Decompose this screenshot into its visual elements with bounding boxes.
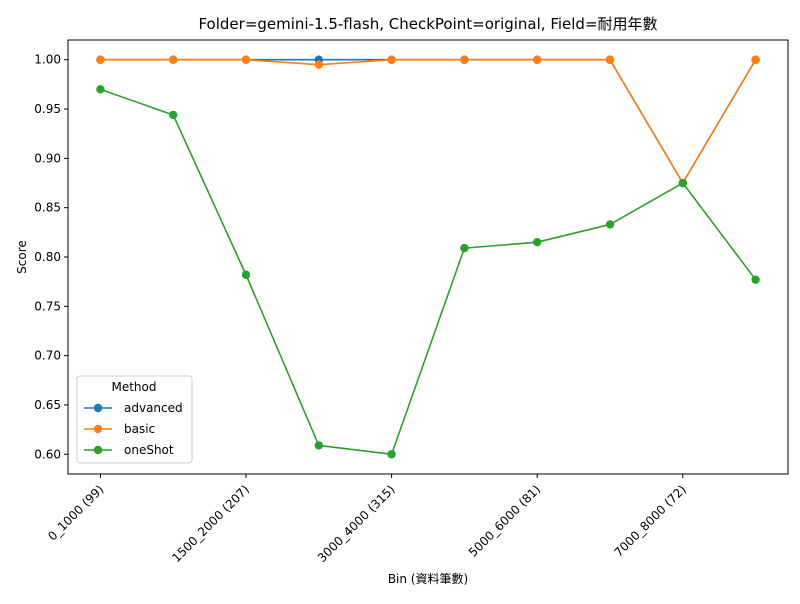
series-line-oneShot: [100, 88, 757, 456]
legend-entry-advanced: advanced: [84, 401, 183, 415]
data-point-basic: [241, 55, 251, 64]
data-point-basic: [460, 55, 469, 64]
data-point-oneShot: [169, 110, 178, 120]
legend-marker: [93, 445, 103, 455]
data-point-oneShot: [460, 243, 469, 253]
data-point-basic: [605, 55, 615, 64]
legend-label: advanced: [124, 401, 183, 415]
data-point-oneShot: [605, 220, 615, 229]
y-tick-label: 0.90: [34, 151, 61, 165]
y-axis-label: Score: [15, 240, 29, 274]
legend-entry-basic: basic: [84, 422, 155, 436]
data-point-oneShot: [678, 178, 687, 188]
legend-title: Method: [111, 380, 156, 394]
data-point-oneShot: [533, 238, 542, 247]
series-layer: [96, 55, 760, 459]
legend-label: oneShot: [124, 443, 174, 457]
series-oneShot: [96, 85, 760, 459]
legend-label: basic: [124, 422, 155, 436]
y-tick-label: 0.65: [34, 398, 61, 412]
series-line-basic: [100, 58, 757, 184]
series-basic: [96, 55, 760, 188]
chart-title: Folder=gemini-1.5-flash, CheckPoint=orig…: [198, 15, 657, 33]
y-tick-label: 0.80: [34, 250, 61, 264]
data-point-oneShot: [96, 85, 105, 94]
data-point-oneShot: [751, 275, 760, 284]
y-tick-label: 1.00: [34, 53, 61, 67]
legend: Method advanced basic oneShot: [76, 375, 193, 464]
legend-entries: advanced basic oneShot: [84, 401, 183, 457]
legend-marker: [93, 403, 103, 413]
legend-entry-oneShot: oneShot: [84, 443, 174, 457]
y-tick-label: 0.75: [34, 299, 61, 313]
legend-marker: [93, 424, 103, 434]
y-tick-label: 0.60: [34, 447, 61, 461]
data-point-oneShot: [314, 441, 323, 450]
data-point-basic: [751, 55, 760, 64]
data-point-basic: [533, 55, 542, 64]
x-axis-label: Bin (資料筆數): [388, 572, 468, 586]
data-point-basic: [387, 55, 396, 64]
data-point-basic: [314, 60, 323, 69]
data-point-oneShot: [387, 450, 396, 459]
legend-frame: [76, 375, 193, 464]
y-tick-label: 0.85: [34, 201, 61, 215]
data-point-oneShot: [241, 270, 251, 279]
data-point-basic: [169, 55, 178, 64]
y-tick-label: 0.70: [34, 349, 61, 363]
y-tick-label: 0.95: [34, 102, 61, 116]
data-point-basic: [96, 55, 105, 64]
